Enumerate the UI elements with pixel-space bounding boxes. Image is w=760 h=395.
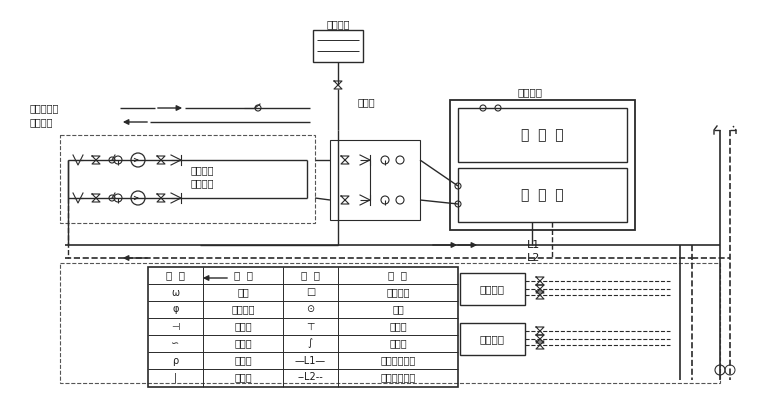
Text: 水泵: 水泵 xyxy=(392,305,404,314)
Bar xyxy=(60,263,720,383)
Bar xyxy=(148,267,458,387)
Text: 水流开关: 水流开关 xyxy=(231,305,255,314)
Text: 压力表: 压力表 xyxy=(234,356,252,365)
Text: 接排水管: 接排水管 xyxy=(30,117,53,127)
Text: 空调末端: 空调末端 xyxy=(480,284,505,294)
Text: 浮球阀: 浮球阀 xyxy=(234,339,252,348)
Bar xyxy=(313,30,363,62)
Text: L2: L2 xyxy=(527,253,540,263)
Text: L1: L1 xyxy=(527,240,540,250)
Text: 排气阀: 排气阀 xyxy=(389,339,407,348)
Text: |: | xyxy=(174,372,177,383)
Text: ω: ω xyxy=(172,288,179,297)
Bar xyxy=(458,108,627,162)
Bar xyxy=(60,135,315,223)
Text: 冷水机组: 冷水机组 xyxy=(518,87,543,97)
Text: □: □ xyxy=(306,288,315,297)
Text: 过滤器: 过滤器 xyxy=(234,322,252,331)
Text: 冷  凝  器: 冷 凝 器 xyxy=(521,128,563,142)
Text: ⊙: ⊙ xyxy=(306,305,315,314)
Text: ∫: ∫ xyxy=(308,339,313,348)
Text: 冷冻水回水管: 冷冻水回水管 xyxy=(380,372,416,382)
Text: 蝶阀: 蝶阀 xyxy=(237,288,249,297)
Text: 名  称: 名 称 xyxy=(233,271,252,280)
Text: 名  称: 名 称 xyxy=(388,271,407,280)
Bar xyxy=(460,273,525,305)
Text: ∽: ∽ xyxy=(172,339,179,348)
Text: 图  例: 图 例 xyxy=(166,271,185,280)
Bar xyxy=(460,323,525,355)
Text: 膨胀水箱: 膨胀水箱 xyxy=(326,19,350,29)
Text: 接自来水管: 接自来水管 xyxy=(30,103,59,113)
Bar xyxy=(330,140,420,220)
Text: 冷冻水泵: 冷冻水泵 xyxy=(190,165,214,175)
Text: 一用一备: 一用一备 xyxy=(190,178,214,188)
Text: 冷冻水供水管: 冷冻水供水管 xyxy=(380,356,416,365)
Text: 避震接头: 避震接头 xyxy=(386,288,410,297)
Text: ρ: ρ xyxy=(173,356,179,365)
Text: --L2--: --L2-- xyxy=(298,372,323,382)
Bar xyxy=(450,100,635,230)
Text: ⊣: ⊣ xyxy=(171,322,180,331)
Bar xyxy=(458,168,627,222)
Text: 温度表: 温度表 xyxy=(234,372,252,382)
Text: 图  例: 图 例 xyxy=(301,271,320,280)
Text: φ: φ xyxy=(173,305,179,314)
Text: 止回阀: 止回阀 xyxy=(389,322,407,331)
Text: —L1—: —L1— xyxy=(295,356,326,365)
Text: 膨胀管: 膨胀管 xyxy=(357,97,375,107)
Text: ⊤: ⊤ xyxy=(306,322,315,331)
Text: 空调末端: 空调末端 xyxy=(480,334,505,344)
Text: 蒸  发  器: 蒸 发 器 xyxy=(521,188,563,202)
